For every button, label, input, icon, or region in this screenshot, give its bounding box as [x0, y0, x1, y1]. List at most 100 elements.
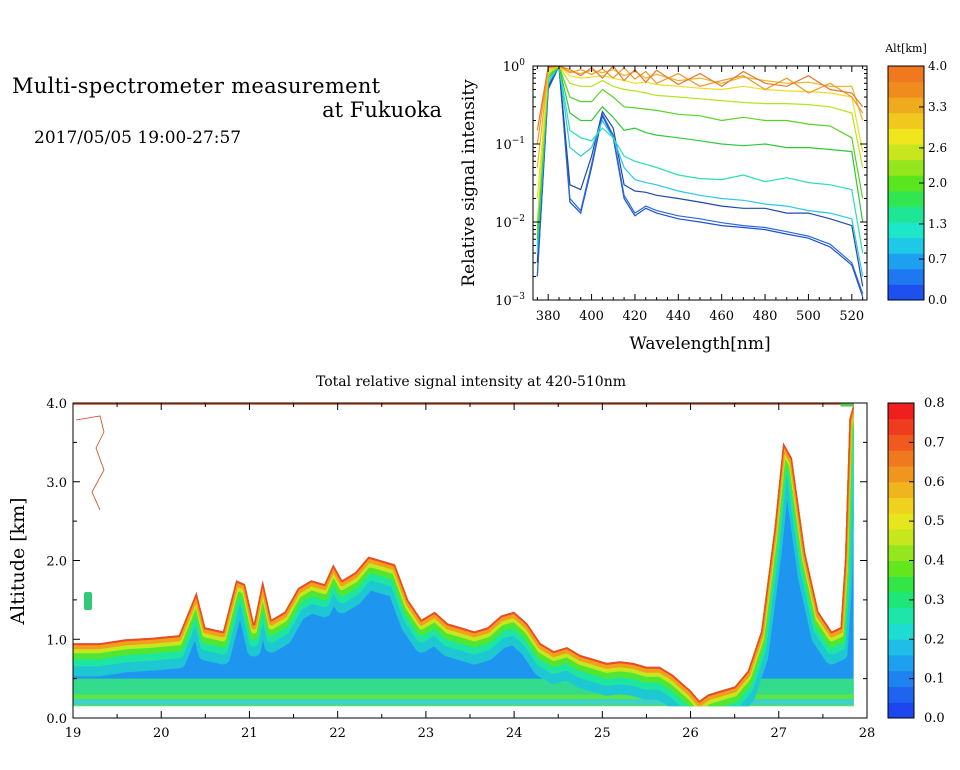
spectra-x-tick-label: 420	[623, 309, 648, 324]
heatmap-colorbar-band	[888, 670, 914, 687]
heatmap-colorbar-band	[888, 418, 914, 435]
spectra-colorbar-tick-label: 1.3	[928, 217, 947, 231]
spectra-colorbar-tick-label: 0.0	[928, 293, 947, 307]
heatmap-title: Total relative signal intensity at 420-5…	[316, 374, 626, 390]
spectrum-line-0	[536, 66, 864, 297]
heatmap-colorbar-band	[888, 481, 914, 498]
heatmap-colorbar-band	[888, 576, 914, 593]
spectra-x-tick-label: 380	[536, 309, 561, 324]
heatmap-x-tick-label: 27	[771, 726, 788, 741]
heatmap-colorbar-band	[888, 403, 914, 420]
spectra-colorbar-band	[888, 222, 924, 239]
heatmap-colorbar-band	[888, 450, 914, 467]
spectra-colorbar-band	[888, 253, 924, 270]
spectra-colorbar-band	[888, 81, 924, 98]
spectrum-line-10	[536, 66, 864, 145]
spectrum-line-3	[536, 66, 864, 277]
heatmap-colorbar-tick-label: 0.2	[924, 632, 945, 647]
heatmap-colorbar-tick-label: 0.5	[924, 514, 945, 529]
spectrum-line-5	[536, 66, 864, 240]
spectrum-line-6	[536, 66, 864, 230]
spectra-colorbar-band	[888, 112, 924, 129]
heatmap-colorbar-band	[888, 655, 914, 672]
spectra-colorbar-band	[888, 66, 924, 83]
heatmap-colorbar-band	[888, 607, 914, 624]
heatmap-y-tick-label: 3.0	[46, 476, 67, 491]
heatmap-colorbar-band	[888, 623, 914, 640]
spectra-colorbar-band	[888, 206, 924, 223]
heatmap-y-tick-label: 2.0	[46, 555, 67, 570]
spectra-colorbar-title: Alt[km]	[884, 42, 927, 55]
spectra-colorbar-tick-label: 3.3	[928, 100, 947, 114]
spectra-x-axis-label: Wavelength[nm]	[629, 334, 770, 354]
spectra-colorbar-band	[888, 268, 924, 285]
heatmap-noise-trace	[75, 415, 105, 511]
spectra-y-tick-label: 10−2	[495, 214, 525, 231]
spectra-x-tick-label: 480	[753, 309, 778, 324]
heatmap-colorbar-band	[888, 560, 914, 577]
spectrum-line-4	[536, 66, 864, 254]
spectrum-line-11	[536, 66, 864, 131]
spectrum-line-8	[536, 66, 864, 199]
heatmap-colorbar-tick-label: 0.3	[924, 593, 945, 608]
spectra-colorbar-band	[888, 144, 924, 161]
heatmap-colorbar-band	[888, 639, 914, 656]
spectra-colorbar-tick-label: 2.0	[928, 176, 947, 190]
date-range: 2017/05/05 19:00-27:57	[34, 128, 242, 148]
heatmap-colorbar-band	[888, 702, 914, 719]
heatmap-colorbar-tick-label: 0.7	[924, 435, 945, 450]
heatmap-noise-blob	[84, 592, 92, 610]
spectrum-line-7	[536, 66, 864, 223]
spectra-axes: 380 400 420 440 460 480 500 520 100 10−1 10−2 10−3	[495, 58, 868, 324]
heatmap-y-tick-label: 4.0	[46, 397, 67, 412]
heatmap-colorbar-tick-label: 0.6	[924, 475, 945, 490]
heatmap-x-tick-label: 24	[506, 726, 523, 741]
heatmap-y-tick-label: 0.0	[46, 712, 67, 727]
heatmap-layer	[73, 403, 854, 707]
heatmap-x-tick-label: 20	[153, 726, 170, 741]
heatmap-x-tick-label: 25	[594, 726, 611, 741]
heatmap-x-tick-label: 28	[859, 726, 876, 741]
heatmap-colorbar-tick-label: 0.1	[924, 672, 945, 687]
page-title-line1: Multi-spectrometer measurement	[12, 74, 381, 98]
spectra-y-axis-label: Relative signal intensity	[459, 79, 479, 287]
heatmap-x-tick-label: 23	[418, 726, 435, 741]
heatmap-colorbar: 0.0 0.1 0.2 0.3 0.4 0.5 0.6 0.7 0.8	[887, 396, 945, 726]
spectra-x-tick-label: 400	[579, 309, 604, 324]
heatmap-ground-stripe	[73, 699, 854, 706]
spectra-colorbar-band	[888, 97, 924, 114]
heatmap-colorbar-band	[888, 529, 914, 546]
heatmap-colorbar-band	[888, 544, 914, 561]
heatmap-edge-red	[73, 403, 854, 703]
page-title-line2: at Fukuoka	[322, 98, 442, 122]
heatmap-x-tick-label: 21	[241, 726, 258, 741]
heatmap-colorbar-tick-label: 0.4	[924, 554, 945, 569]
spectra-colorbar-tick-label: 2.6	[928, 141, 947, 155]
heatmap-x-tick-label: 26	[682, 726, 699, 741]
spectra-colorbar: 0.0 0.7 1.3 2.0 2.6 3.3 4.0	[887, 59, 947, 307]
heatmap-plot	[73, 403, 854, 707]
heatmap-x-tick-label: 22	[329, 726, 346, 741]
spectra-series-group	[536, 66, 864, 297]
heatmap-y-tick-label: 1.0	[46, 633, 67, 648]
spectra-x-tick-label: 460	[709, 309, 734, 324]
spectrum-line-2	[536, 66, 864, 287]
heatmap-colorbar-tick-label: 0.8	[924, 396, 945, 411]
spectra-colorbar-tick-label: 0.7	[928, 252, 947, 266]
heatmap-colorbar-band	[888, 686, 914, 703]
heatmap-x-tick-label: 19	[65, 726, 82, 741]
heatmap-colorbar-band	[888, 466, 914, 483]
spectra-colorbar-band	[888, 190, 924, 207]
heatmap-axes: 19 20 21 22 23 24 25 26 27 28 0.0 1.0 2.0 3.0 4.0	[46, 397, 875, 741]
spectra-colorbar-tick-label: 4.0	[928, 59, 947, 73]
heatmap-colorbar-band	[888, 592, 914, 609]
spectra-colorbar-band	[888, 159, 924, 176]
heatmap-colorbar-band	[888, 434, 914, 451]
spectra-y-tick-label: 10−1	[495, 136, 525, 153]
heatmap-colorbar-tick-label: 0.0	[924, 711, 945, 726]
spectra-colorbar-band	[888, 175, 924, 192]
spectra-x-tick-label: 440	[666, 309, 691, 324]
spectra-x-tick-label: 500	[796, 309, 821, 324]
heatmap-colorbar-band	[888, 497, 914, 514]
